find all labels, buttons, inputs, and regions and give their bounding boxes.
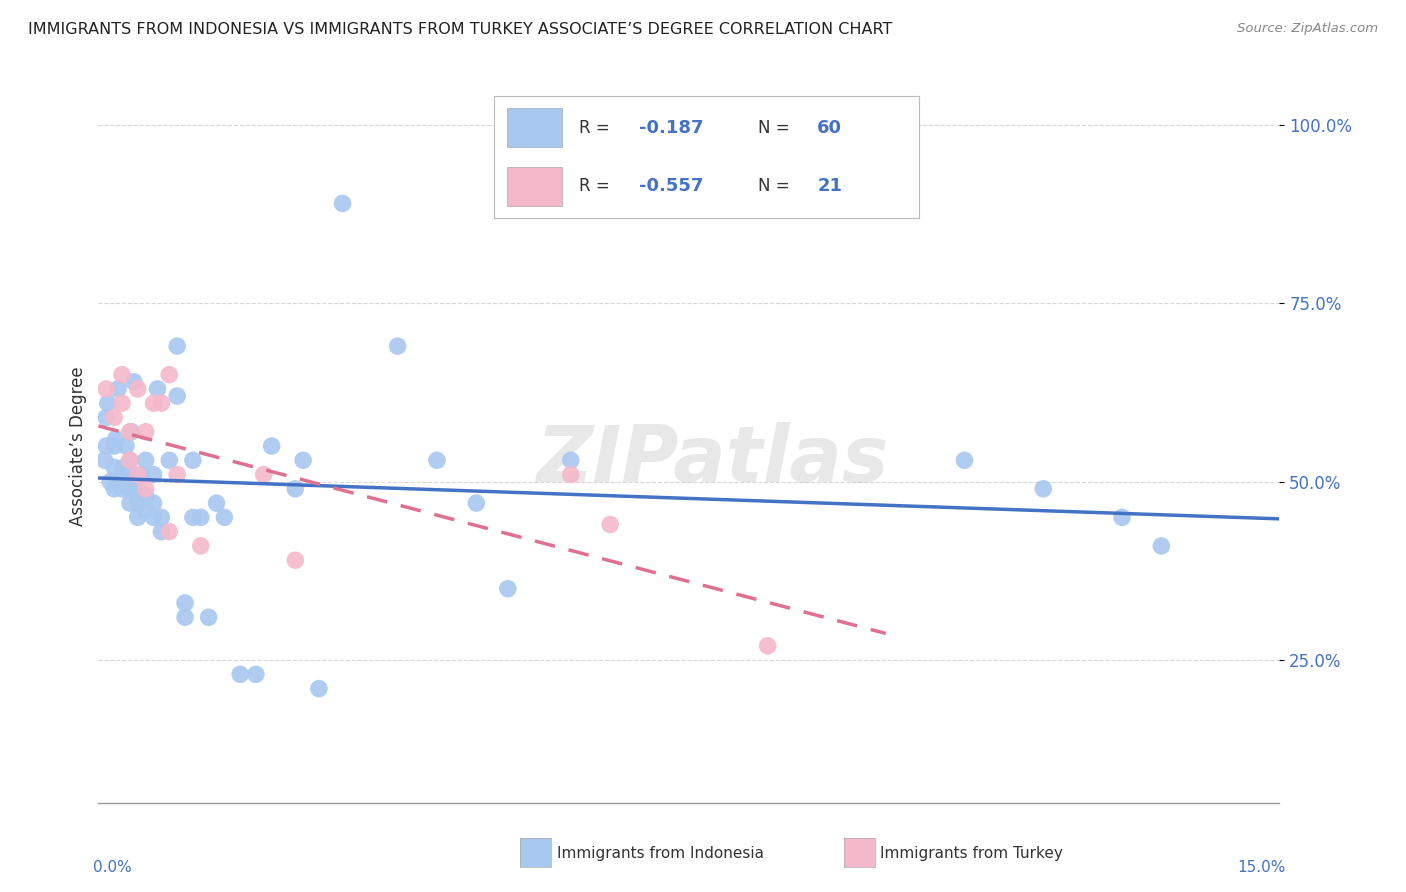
Point (150, 524, 173, 539)
Point (205, 496, 228, 510)
Point (112, 460, 135, 475)
Point (127, 382, 149, 396)
Point (111, 368, 134, 382)
Point (157, 368, 180, 382)
Point (953, 453, 976, 467)
Point (107, 382, 129, 396)
Point (214, 510, 236, 524)
Point (131, 467, 153, 482)
Point (756, 639, 779, 653)
Point (245, 667, 267, 681)
Point (308, 681, 330, 696)
Point (93, 453, 115, 467)
Point (1111, 510, 1133, 524)
Point (96, 382, 118, 396)
Point (181, 510, 204, 524)
Point (496, 582, 519, 596)
Point (115, 439, 138, 453)
Point (135, 482, 157, 496)
Point (426, 453, 449, 467)
Point (174, 596, 197, 610)
Point (190, 510, 212, 524)
Point (96, 410, 118, 425)
Point (118, 425, 141, 439)
Point (1150, 539, 1173, 553)
Point (111, 482, 134, 496)
Point (122, 375, 145, 389)
Text: 15.0%: 15.0% (1237, 860, 1285, 875)
Point (157, 524, 180, 539)
Point (181, 453, 204, 467)
Point (127, 510, 149, 524)
Point (146, 382, 169, 396)
Text: ZIPatlas: ZIPatlas (537, 422, 889, 499)
Point (197, 610, 219, 624)
Point (142, 396, 165, 410)
Point (142, 467, 165, 482)
Point (98, 475, 121, 489)
Text: Immigrants from Turkey: Immigrants from Turkey (880, 847, 1063, 861)
Point (142, 496, 165, 510)
Point (166, 339, 188, 353)
Y-axis label: Associate’s Degree: Associate’s Degree (69, 367, 87, 525)
Point (118, 467, 141, 482)
Point (118, 453, 141, 467)
Point (560, 467, 582, 482)
Point (103, 460, 125, 475)
Point (150, 510, 173, 524)
Point (292, 453, 315, 467)
Point (97, 396, 120, 410)
Point (284, 482, 307, 496)
Point (127, 467, 149, 482)
Point (111, 467, 134, 482)
Point (103, 410, 125, 425)
Point (166, 389, 188, 403)
Point (387, 339, 409, 353)
Point (190, 539, 212, 553)
Point (142, 510, 165, 524)
Point (127, 482, 149, 496)
Point (260, 439, 283, 453)
Text: 0.0%: 0.0% (93, 860, 131, 875)
Point (166, 467, 188, 482)
Point (135, 453, 157, 467)
Point (118, 496, 141, 510)
Point (135, 489, 157, 503)
Point (103, 439, 125, 453)
Point (104, 432, 127, 446)
Point (127, 496, 149, 510)
Text: Source: ZipAtlas.com: Source: ZipAtlas.com (1237, 22, 1378, 36)
Text: IMMIGRANTS FROM INDONESIA VS IMMIGRANTS FROM TURKEY ASSOCIATE’S DEGREE CORRELATI: IMMIGRANTS FROM INDONESIA VS IMMIGRANTS … (28, 22, 893, 37)
Point (465, 496, 488, 510)
Point (103, 482, 125, 496)
Point (111, 396, 134, 410)
Point (135, 425, 157, 439)
Point (118, 453, 141, 467)
Point (121, 425, 143, 439)
Point (150, 396, 173, 410)
Point (599, 517, 621, 532)
Point (118, 482, 141, 496)
Point (174, 610, 197, 624)
Text: Immigrants from Indonesia: Immigrants from Indonesia (557, 847, 763, 861)
Point (284, 553, 307, 567)
Point (1032, 482, 1054, 496)
Point (157, 453, 180, 467)
Point (253, 467, 276, 482)
Point (560, 453, 582, 467)
Point (332, 196, 354, 211)
Point (135, 503, 157, 517)
Point (96, 439, 118, 453)
Point (229, 667, 252, 681)
